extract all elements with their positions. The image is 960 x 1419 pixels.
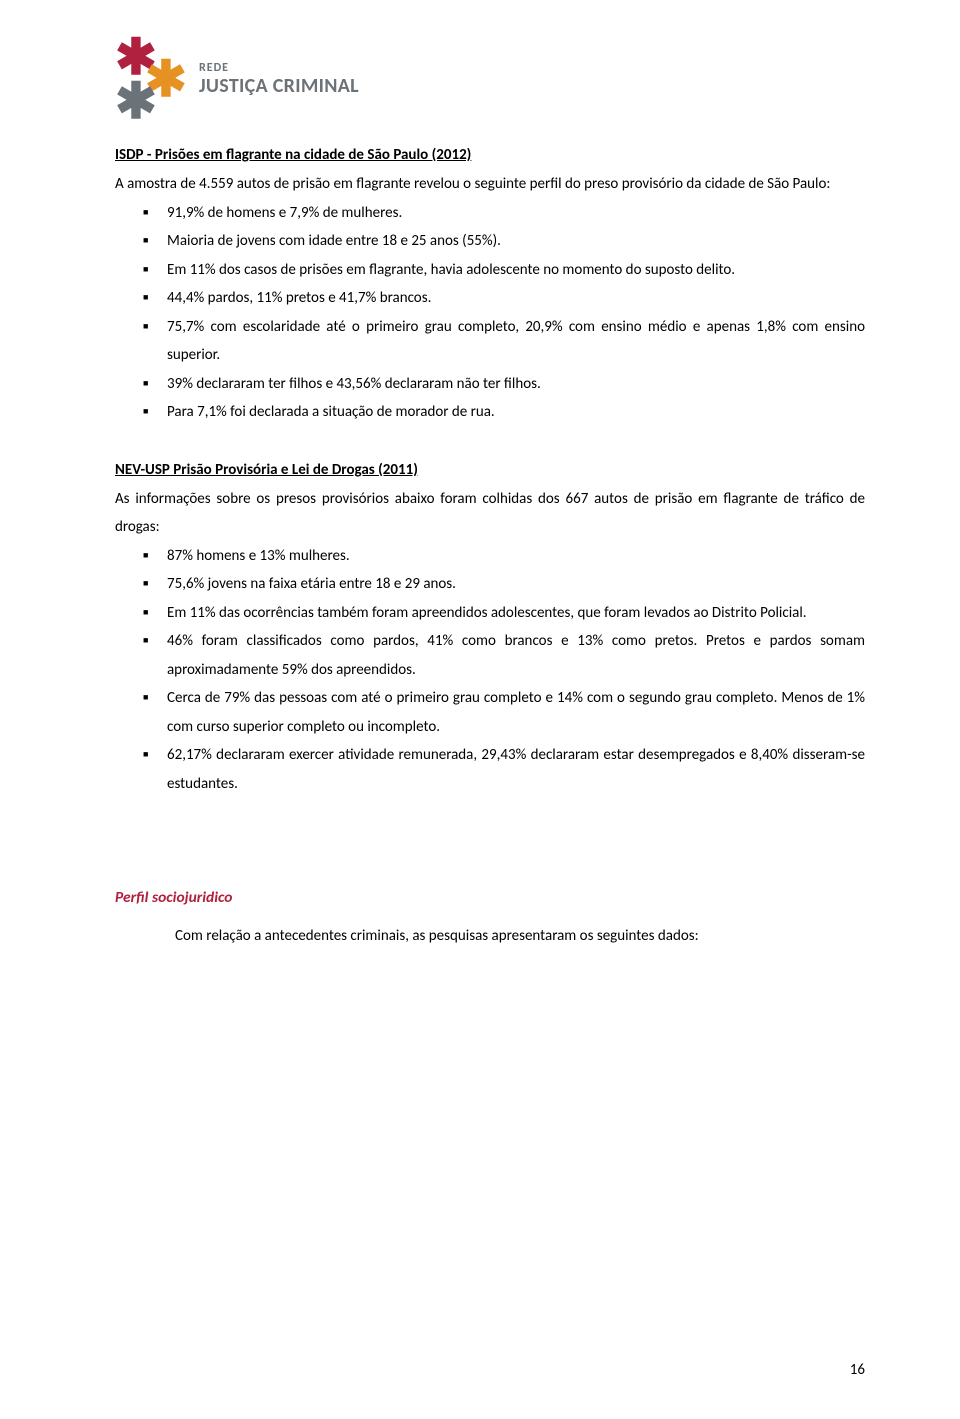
section2-list: 87% homens e 13% mulheres. 75,6% jovens … [115, 542, 865, 799]
list-item: Para 7,1% foi declarada a situação de mo… [115, 398, 865, 427]
section3-text: Com relação a antecedentes criminais, as… [175, 922, 865, 951]
section1-list: 91,9% de homens e 7,9% de mulheres. Maio… [115, 199, 865, 427]
list-item: 62,17% declararam exercer atividade remu… [115, 741, 865, 798]
section2-title: NEV-USP Prisão Provisória e Lei de Droga… [115, 461, 865, 479]
document-page: ✱ ✱ ✱ REDE JUSTIÇA CRIMINAL ISDP - Prisõ… [0, 0, 960, 1419]
page-number: 16 [850, 1361, 865, 1379]
list-item: Cerca de 79% das pessoas com até o prime… [115, 684, 865, 741]
asterisk-gray-icon: ✱ [115, 76, 157, 126]
list-item: Em 11% das ocorrências também foram apre… [115, 599, 865, 628]
section3-heading: Perfil sociojuridico [115, 888, 865, 907]
list-item: Maioria de jovens com idade entre 18 e 2… [115, 227, 865, 256]
list-item: 87% homens e 13% mulheres. [115, 542, 865, 571]
list-item: Em 11% dos casos de prisões em flagrante… [115, 256, 865, 285]
section2-intro: As informações sobre os presos provisóri… [115, 485, 865, 542]
logo-line2: JUSTIÇA CRIMINAL [199, 76, 359, 96]
section1-title: ISDP - Prisões em flagrante na cidade de… [115, 146, 865, 164]
list-item: 75,6% jovens na faixa etária entre 18 e … [115, 570, 865, 599]
brand-logo: ✱ ✱ ✱ REDE JUSTIÇA CRIMINAL [115, 40, 865, 118]
logo-text: REDE JUSTIÇA CRIMINAL [199, 62, 359, 96]
list-item: 46% foram classificados como pardos, 41%… [115, 627, 865, 684]
list-item: 44,4% pardos, 11% pretos e 41,7% brancos… [115, 284, 865, 313]
logo-line1: REDE [199, 62, 359, 74]
list-item: 91,9% de homens e 7,9% de mulheres. [115, 199, 865, 228]
section1-intro: A amostra de 4.559 autos de prisão em fl… [115, 170, 865, 199]
logo-mark: ✱ ✱ ✱ [115, 40, 193, 118]
list-item: 39% declararam ter filhos e 43,56% decla… [115, 370, 865, 399]
list-item: 75,7% com escolaridade até o primeiro gr… [115, 313, 865, 370]
